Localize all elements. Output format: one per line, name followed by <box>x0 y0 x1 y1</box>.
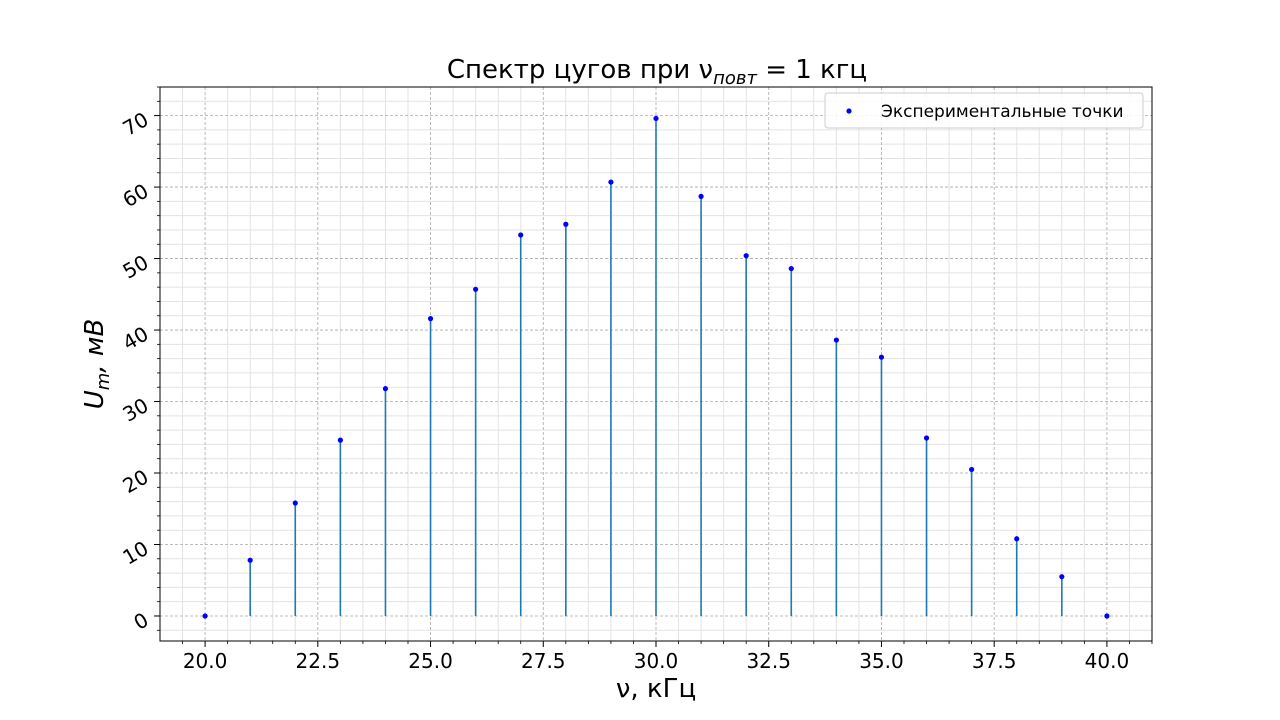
stems <box>249 118 1063 616</box>
x-tick-label: 22.5 <box>296 649 341 673</box>
data-point <box>1014 536 1020 542</box>
legend-label: Экспериментальные точки <box>881 102 1124 122</box>
legend-marker <box>846 108 852 114</box>
data-point <box>698 193 704 199</box>
x-tick-label: 27.5 <box>521 649 566 673</box>
data-point <box>608 179 614 185</box>
data-point <box>473 286 479 292</box>
data-point <box>382 386 389 392</box>
x-tick-label: 30.0 <box>634 649 679 673</box>
data-point <box>923 435 930 441</box>
data-point <box>788 265 794 272</box>
data-point <box>653 115 659 122</box>
x-axis-label: ν, кГц <box>616 674 696 704</box>
legend: Экспериментальные точки <box>824 92 1144 129</box>
data-point <box>247 557 253 563</box>
x-tick-label: 32.5 <box>746 649 791 673</box>
data-point <box>1059 574 1065 580</box>
x-tick-label: 35.0 <box>859 649 904 673</box>
data-point <box>337 437 343 443</box>
x-tick-label: 40.0 <box>1085 649 1130 673</box>
x-tick-label: 37.5 <box>972 649 1017 673</box>
data-point <box>518 232 524 238</box>
data-point <box>833 337 839 343</box>
data-point <box>292 500 298 506</box>
chart-title: Спектр цугов при νповт = 1 кгц <box>447 55 867 89</box>
data-markers <box>202 115 1110 619</box>
x-tick-label: 20.0 <box>183 649 228 673</box>
data-point <box>427 316 434 322</box>
data-point <box>1104 613 1110 619</box>
data-point <box>969 466 975 473</box>
y-axis-label: Um, мВ <box>80 319 114 410</box>
legend-box <box>824 92 1144 129</box>
x-tick-label: 25.0 <box>408 649 453 673</box>
data-point <box>743 253 749 259</box>
data-point <box>563 221 569 227</box>
data-point <box>878 354 885 360</box>
data-point <box>202 613 208 619</box>
